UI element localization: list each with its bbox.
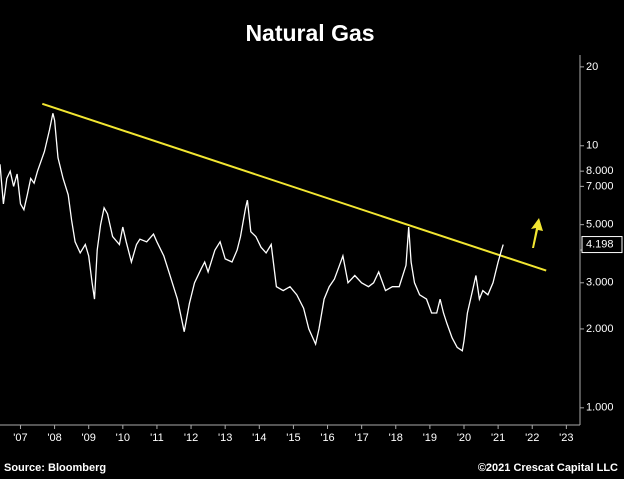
y-tick-label: 10	[586, 140, 598, 152]
x-tick-label: '23	[559, 432, 573, 444]
copyright: ©2021 Crescat Capital LLC	[478, 462, 618, 474]
last-value-box	[581, 236, 623, 254]
x-tick-label: '18	[389, 432, 403, 444]
y-tick-label: 7.000	[586, 180, 614, 192]
footer	[0, 458, 624, 479]
x-tick-label: '16	[320, 432, 334, 444]
price-line	[0, 113, 504, 352]
x-tick-label: '12	[184, 432, 198, 444]
x-tick-label: '17	[354, 432, 368, 444]
chart-title: Natural Gas	[245, 20, 374, 46]
x-tick-label: '10	[116, 432, 130, 444]
x-tick-label: '09	[82, 432, 96, 444]
x-tick-label: '20	[457, 432, 471, 444]
x-tick-label: '14	[252, 432, 266, 444]
x-tick-label: '08	[47, 432, 61, 444]
x-tick-label: '21	[491, 432, 505, 444]
y-tick-label: 2.000	[586, 323, 614, 335]
x-tick-label: '15	[286, 432, 300, 444]
y-tick-label: 3.000	[586, 277, 614, 289]
trendline	[41, 102, 547, 272]
last-value-label: 4.198	[586, 238, 614, 250]
arrow-up	[531, 218, 543, 248]
y-tick-label: 5.000	[586, 219, 614, 231]
x-tick-label: '11	[150, 432, 164, 444]
x-tick-label: '22	[525, 432, 539, 444]
x-tick-label: '13	[218, 432, 232, 444]
y-tick-label: 8.000	[586, 165, 614, 177]
y-tick-label: 1.000	[586, 402, 614, 414]
x-tick-label: '07	[13, 432, 27, 444]
x-tick-label: '19	[423, 432, 437, 444]
y-tick-label: 20	[586, 61, 598, 73]
source: Source: Bloomberg	[4, 462, 106, 474]
